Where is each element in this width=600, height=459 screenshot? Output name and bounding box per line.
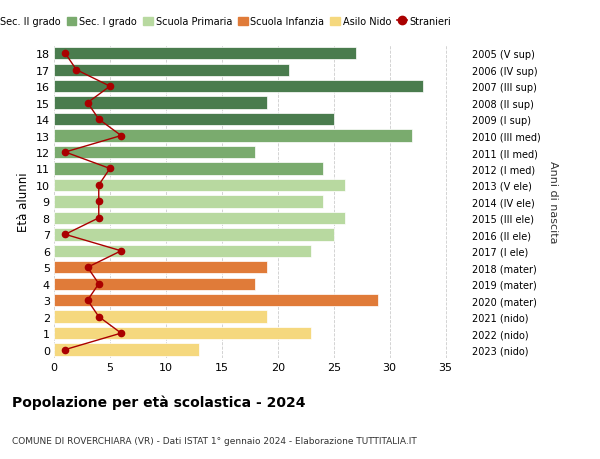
Bar	[54, 344, 199, 356]
Bar	[54, 262, 266, 274]
Legend: Sec. II grado, Sec. I grado, Scuola Primaria, Scuola Infanzia, Asilo Nido, Stran: Sec. II grado, Sec. I grado, Scuola Prim…	[0, 13, 455, 31]
Bar	[54, 229, 334, 241]
Bar	[54, 245, 311, 257]
Bar	[54, 64, 289, 77]
Bar	[54, 179, 345, 192]
Bar	[54, 294, 379, 307]
Bar	[54, 327, 311, 340]
Bar	[54, 278, 256, 290]
Y-axis label: Anni di nascita: Anni di nascita	[548, 161, 557, 243]
Bar	[54, 212, 345, 224]
Bar	[54, 311, 266, 323]
Bar	[54, 163, 323, 175]
Text: COMUNE DI ROVERCHIARA (VR) - Dati ISTAT 1° gennaio 2024 - Elaborazione TUTTITALI: COMUNE DI ROVERCHIARA (VR) - Dati ISTAT …	[12, 436, 417, 445]
Bar	[54, 146, 256, 159]
Bar	[54, 81, 423, 93]
Bar	[54, 48, 356, 60]
Bar	[54, 114, 334, 126]
Bar	[54, 130, 412, 142]
Bar	[54, 97, 266, 110]
Bar	[54, 196, 323, 208]
Text: Popolazione per età scolastica - 2024: Popolazione per età scolastica - 2024	[12, 395, 305, 409]
Y-axis label: Età alunni: Età alunni	[17, 172, 30, 232]
